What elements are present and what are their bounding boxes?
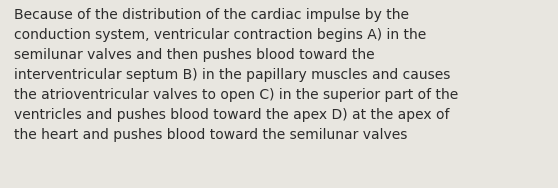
Text: Because of the distribution of the cardiac impulse by the
conduction system, ven: Because of the distribution of the cardi… [14,8,458,142]
